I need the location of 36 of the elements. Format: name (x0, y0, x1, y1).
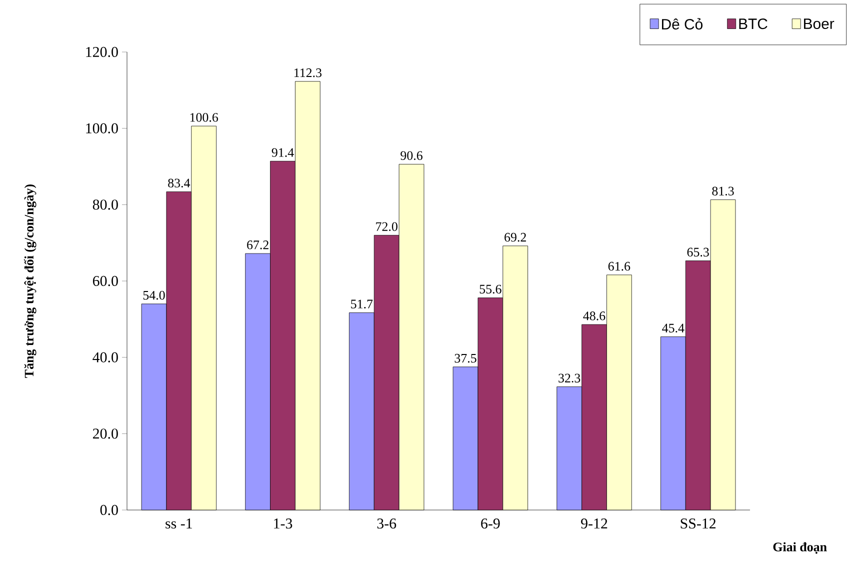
y-tick-label: 60.0 (92, 276, 118, 286)
y-tick-label: 0.0 (100, 504, 118, 516)
data-label: 100.6 (190, 113, 218, 122)
x-tick-label: 6-9 (481, 518, 500, 529)
legend-label: Dê Cỏ (662, 18, 703, 30)
data-label: 37.5 (454, 354, 476, 363)
data-label: 55.6 (480, 284, 502, 294)
data-label: 67.2 (247, 240, 268, 250)
data-label: 54.0 (143, 290, 165, 300)
data-label: 51.7 (351, 300, 373, 308)
x-tick-label: SS-12 (680, 518, 716, 529)
data-label: 69.2 (504, 232, 526, 242)
y-tick-label: 120.0 (86, 46, 118, 58)
y-tick-label: 40.0 (92, 352, 118, 362)
data-label: 61.6 (608, 262, 630, 271)
legend-label: BTC (739, 18, 768, 30)
data-label: 65.3 (687, 248, 709, 257)
data-label: 83.4 (168, 178, 190, 188)
y-tick-label: 20.0 (92, 428, 118, 439)
data-label: 112.3 (294, 68, 322, 78)
y-axis-title: Tăng trưởng tuyệt đối (g/con/ngày) (24, 184, 36, 378)
x-tick-label: 1-3 (274, 518, 292, 529)
x-tick-label: ss -1 (166, 518, 192, 529)
data-label: 90.6 (400, 151, 422, 160)
x-tick-label: 3-6 (377, 518, 396, 529)
data-label: 45.4 (662, 324, 684, 333)
x-tick-label: 9-12 (581, 518, 608, 529)
y-tick-label: 80.0 (92, 200, 118, 210)
data-label: 81.3 (712, 186, 734, 196)
data-label: 32.3 (558, 374, 580, 383)
legend-label: Boer (804, 18, 834, 30)
y-tick-label: 100.0 (86, 123, 118, 134)
data-label: 72.0 (376, 222, 398, 231)
data-label: 48.6 (583, 312, 606, 320)
x-axis-title: Giai đoạn (773, 542, 827, 554)
data-label: 91.4 (272, 148, 294, 157)
